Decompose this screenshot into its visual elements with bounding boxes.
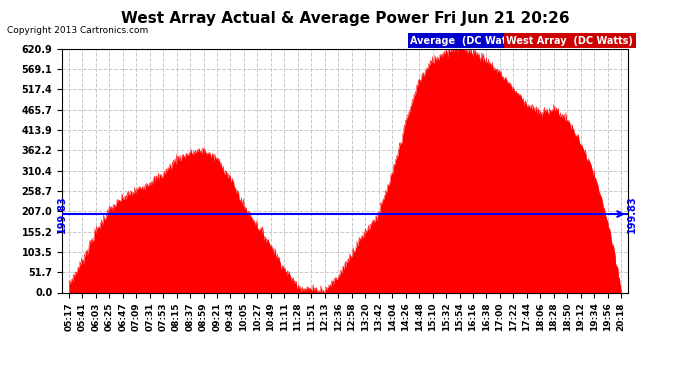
- Text: West Array  (DC Watts): West Array (DC Watts): [506, 36, 633, 46]
- Text: 199.83: 199.83: [627, 195, 637, 233]
- Text: 199.83: 199.83: [57, 195, 67, 233]
- Text: West Array Actual & Average Power Fri Jun 21 20:26: West Array Actual & Average Power Fri Ju…: [121, 11, 569, 26]
- Text: Copyright 2013 Cartronics.com: Copyright 2013 Cartronics.com: [7, 26, 148, 35]
- Text: Average  (DC Watts): Average (DC Watts): [410, 36, 522, 46]
